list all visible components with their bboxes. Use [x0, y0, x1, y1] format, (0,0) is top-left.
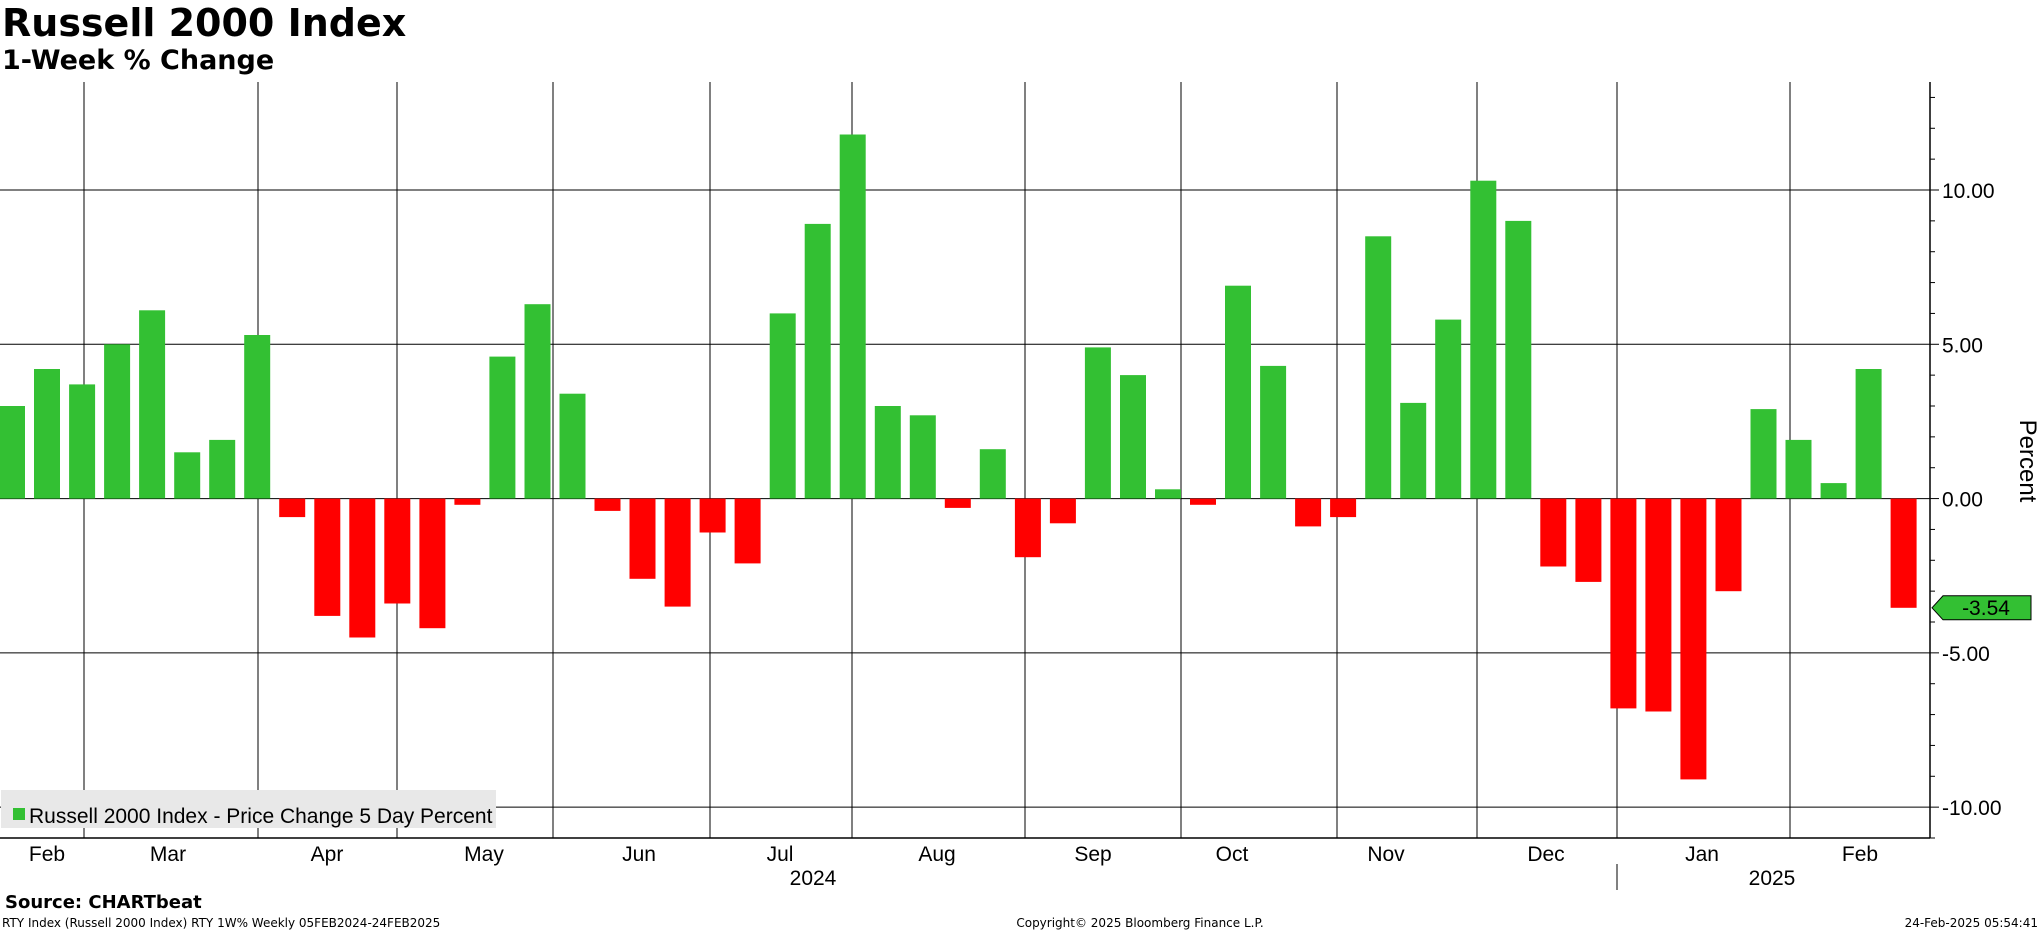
bar [1470, 180, 1497, 499]
bar [699, 498, 726, 533]
bar [1785, 439, 1812, 499]
x-tick-label: Apr [311, 843, 344, 866]
legend-label: Russell 2000 Index - Price Change 5 Day … [29, 805, 493, 828]
bar [69, 384, 96, 499]
axes: 10.00 5.00 0.00 -5.00 -10.00 Feb Mar Apr May Jun J… [0, 82, 2002, 890]
bar [1575, 498, 1602, 582]
bar [909, 415, 936, 499]
x-tick-label: Nov [1367, 843, 1405, 866]
bar [1120, 375, 1146, 499]
bar [839, 134, 866, 499]
bar [1855, 369, 1882, 499]
grid [0, 82, 1931, 838]
bar [139, 310, 166, 499]
bar [454, 498, 481, 505]
bar [384, 498, 411, 604]
bar [1820, 483, 1847, 499]
chart-subtitle: 1-Week % Change [2, 45, 274, 76]
bar [489, 356, 516, 499]
chart-title: Russell 2000 Index [2, 1, 406, 45]
x-tick-label: Aug [918, 843, 955, 866]
bar [209, 439, 236, 499]
bar [804, 223, 831, 499]
x-tick-label: Oct [1216, 843, 1249, 866]
bar [1715, 498, 1742, 592]
y-tick-label: -5.00 [1942, 643, 1990, 666]
x-tick-label: Jul [767, 843, 794, 866]
footer-left: RTY Index (Russell 2000 Index) RTY 1W% W… [2, 916, 440, 930]
bar [594, 498, 621, 511]
bar [874, 406, 901, 499]
bar [314, 498, 341, 616]
year-label: 2025 [1749, 867, 1796, 890]
bar [1330, 498, 1357, 518]
y-tick-label: 5.00 [1942, 334, 1983, 357]
x-tick-label: Feb [1842, 843, 1878, 866]
bar [1540, 498, 1567, 567]
bar [34, 369, 60, 499]
last-value-tag: -3.54 [1931, 595, 2032, 621]
source-note: Source: CHARTbeat [5, 892, 202, 913]
last-value-tag-shape [1931, 595, 2032, 621]
x-tick-label: Jun [622, 843, 656, 866]
footer-timestamp: 24-Feb-2025 05:54:41 [1905, 916, 2038, 930]
bar [1890, 498, 1917, 608]
year-label: 2024 [790, 867, 837, 890]
bar [524, 304, 551, 499]
bar [1680, 498, 1707, 780]
x-tick-label: May [464, 843, 504, 866]
bar [1365, 236, 1392, 499]
bar [244, 335, 271, 499]
last-value-label: -3.54 [1962, 597, 2010, 620]
y-tick-label: 0.00 [1942, 489, 1983, 512]
x-tick-label: Mar [150, 843, 186, 866]
bar [1155, 489, 1181, 499]
bar [349, 498, 376, 638]
bar [419, 498, 446, 629]
bar [1190, 498, 1216, 505]
x-tick-label: Sep [1074, 843, 1111, 866]
x-tick-label: Feb [29, 843, 65, 866]
legend: Russell 2000 Index - Price Change 5 Day … [1, 790, 496, 828]
bar [1750, 409, 1777, 499]
x-tick-label: Dec [1527, 843, 1564, 866]
y-axis-label: Percent [2014, 420, 2041, 503]
bar [1610, 498, 1637, 709]
bar [279, 498, 306, 518]
bar [1435, 319, 1462, 499]
bar [629, 498, 656, 579]
bar [1049, 498, 1076, 524]
bar [559, 393, 586, 499]
bar [0, 406, 25, 499]
x-tick-label: Jan [1685, 843, 1719, 866]
bar [1225, 285, 1251, 499]
bar [769, 313, 796, 499]
bar [1295, 498, 1322, 527]
bar [664, 498, 691, 607]
bar [734, 498, 761, 564]
bar [1645, 498, 1672, 712]
bar [1014, 498, 1041, 558]
bars [0, 134, 1917, 780]
bar [1084, 347, 1111, 499]
bar [104, 344, 131, 499]
bar [944, 498, 971, 508]
legend-swatch [13, 808, 25, 820]
footer-copyright: Copyright© 2025 Bloomberg Finance L.P. [1016, 916, 1263, 930]
bar [1400, 402, 1427, 499]
y-tick-label: -10.00 [1942, 797, 2002, 820]
legend-background [1, 790, 496, 828]
bar [1260, 365, 1287, 499]
bar [174, 452, 201, 499]
bar [1505, 220, 1532, 499]
bar [979, 449, 1006, 499]
y-tick-label: 10.00 [1942, 180, 1995, 203]
